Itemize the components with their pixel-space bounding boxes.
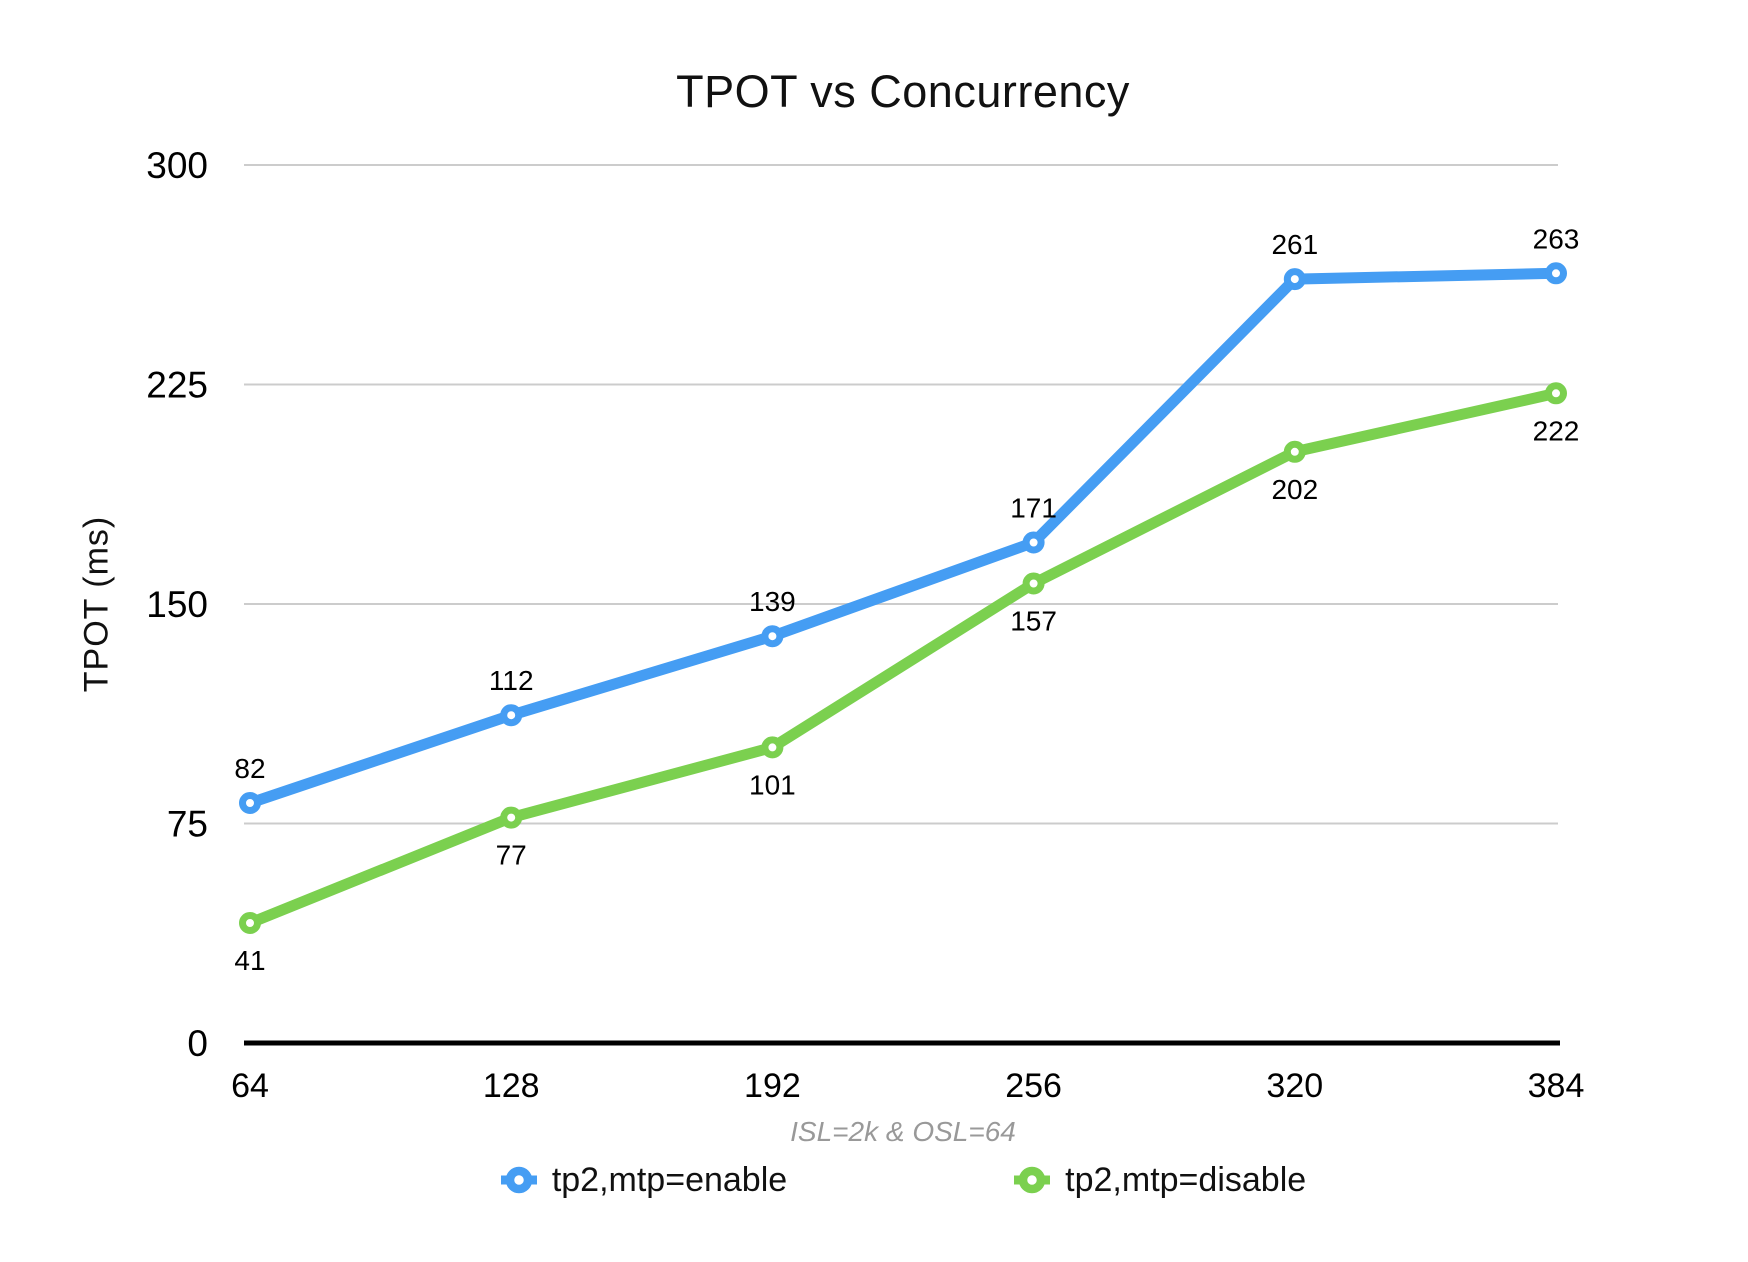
x-tick-label: 256 (1005, 1067, 1062, 1105)
y-tick-label: 300 (146, 145, 208, 186)
data-point-marker (500, 704, 523, 727)
data-point-marker (500, 806, 523, 829)
x-tick-label: 128 (483, 1067, 540, 1105)
data-label: 263 (1533, 223, 1580, 254)
data-label: 202 (1271, 474, 1318, 505)
data-point-marker (239, 912, 261, 934)
legend-item-enable: tp2,mtp=enable (500, 1161, 787, 1200)
y-tick-label: 150 (146, 584, 208, 625)
data-point-marker (761, 736, 784, 759)
y-tick-label: 225 (146, 365, 208, 406)
legend-item-disable: tp2,mtp=disable (1013, 1161, 1306, 1200)
data-point-marker (1545, 382, 1567, 405)
data-label: 171 (1010, 493, 1057, 524)
legend-label: tp2,mtp=disable (1065, 1160, 1307, 1199)
data-label: 222 (1533, 415, 1580, 446)
legend-ring (1018, 1166, 1046, 1194)
data-label: 157 (1010, 606, 1057, 637)
y-tick-label: 0 (187, 1023, 208, 1064)
data-point-marker (1022, 572, 1045, 595)
x-tick-label: 192 (744, 1067, 801, 1105)
data-point-marker (239, 792, 261, 814)
data-label: 112 (489, 665, 534, 696)
series-line-tp2,mtp=enable (244, 267, 1562, 809)
line-marker-icon (500, 1166, 537, 1194)
data-label: 261 (1271, 229, 1318, 260)
data-point-marker (1545, 262, 1567, 285)
line-marker-icon (1014, 1166, 1051, 1194)
data-point-marker (1022, 531, 1045, 554)
x-tick-label: 320 (1266, 1067, 1323, 1105)
legend-ring (505, 1166, 533, 1194)
data-point-marker (1283, 268, 1306, 291)
data-label: 139 (749, 586, 796, 617)
legend: tp2,mtp=enable tp2,mtp=disable (250, 1158, 1556, 1202)
data-label: 101 (749, 769, 796, 800)
data-point-marker (1283, 440, 1306, 463)
data-point-marker (761, 625, 784, 648)
x-axis-subtitle: ISL=2k & OSL=64 (790, 1116, 1016, 1147)
y-tick-label: 75 (167, 804, 208, 845)
x-tick-label: 64 (231, 1067, 269, 1105)
series-line-tp2,mtp=disable (244, 387, 1562, 929)
x-tick-label: 384 (1528, 1067, 1585, 1105)
legend-label: tp2,mtp=enable (551, 1160, 788, 1199)
data-label: 77 (496, 840, 527, 871)
chart-title: TPOT vs Concurrency (676, 66, 1130, 117)
data-label: 82 (234, 753, 265, 784)
data-label: 41 (234, 945, 265, 976)
